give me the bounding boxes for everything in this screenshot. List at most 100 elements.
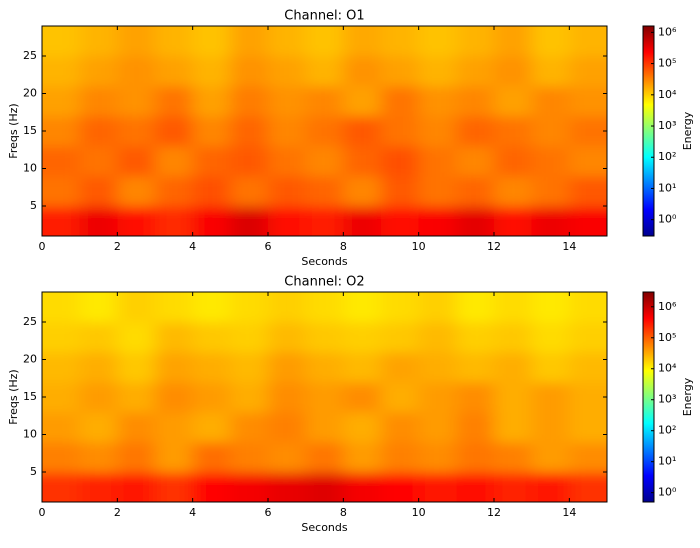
heatmap-cell xyxy=(456,206,495,236)
heatmap-cell xyxy=(155,442,194,473)
heatmap-cell xyxy=(79,176,118,207)
heatmap-cell xyxy=(381,382,420,413)
heatmap-cell xyxy=(531,116,570,147)
heatmap-cell xyxy=(494,146,533,177)
heatmap-cell xyxy=(418,206,457,236)
heatmap-cell xyxy=(155,352,194,383)
x-axis-label: Seconds xyxy=(301,521,347,534)
x-tick-label: 8 xyxy=(340,506,347,519)
heatmap-cell xyxy=(531,176,570,207)
heatmap-cell xyxy=(305,206,344,236)
heatmap-cell xyxy=(343,412,382,443)
heatmap-cell xyxy=(456,86,495,117)
x-tick-label: 10 xyxy=(412,240,426,253)
heatmap-cell xyxy=(531,26,570,57)
heatmap-cell xyxy=(192,472,231,502)
heatmap-cell xyxy=(305,322,344,353)
heatmap-cell xyxy=(343,86,382,117)
heatmap-cell xyxy=(418,56,457,87)
colorbar-tick-label: 10² xyxy=(658,424,676,437)
heatmap-cell xyxy=(569,56,607,87)
x-tick-label: 6 xyxy=(265,506,272,519)
heatmap-cell xyxy=(117,322,156,353)
heatmap-cell xyxy=(494,352,533,383)
heatmap-cell xyxy=(305,86,344,117)
heatmap-cell xyxy=(305,412,344,443)
heatmap-cell xyxy=(569,116,607,147)
heatmap-cell xyxy=(456,56,495,87)
heatmap-cell xyxy=(79,206,118,236)
heatmap-cell xyxy=(381,56,420,87)
heatmap-cell xyxy=(305,442,344,473)
heatmap-cell xyxy=(531,382,570,413)
heatmap-cell xyxy=(192,382,231,413)
heatmap-cell xyxy=(79,146,118,177)
heatmap-cell xyxy=(155,206,194,236)
heatmap-cell xyxy=(230,86,269,117)
heatmap-cell xyxy=(79,442,118,473)
heatmap-cell xyxy=(155,382,194,413)
heatmap-cell xyxy=(42,292,81,323)
heatmap-cell xyxy=(418,86,457,117)
heatmap-cell xyxy=(418,176,457,207)
y-tick-label: 25 xyxy=(23,315,37,328)
heatmap-cell xyxy=(381,442,420,473)
heatmap-cell xyxy=(155,116,194,147)
heatmap-cell xyxy=(42,116,81,147)
y-axis-label: Freqs (Hz) xyxy=(7,369,20,424)
heatmap-cell xyxy=(268,292,307,323)
x-tick-label: 10 xyxy=(412,506,426,519)
heatmap-cells xyxy=(42,292,607,502)
heatmap-cell xyxy=(117,382,156,413)
y-tick-label: 15 xyxy=(23,390,37,403)
heatmap-cell xyxy=(456,26,495,57)
heatmap-cell xyxy=(117,86,156,117)
heatmap-cell xyxy=(418,292,457,323)
heatmap-cell xyxy=(79,86,118,117)
chart-title: Channel: O1 xyxy=(284,9,364,24)
heatmap-cell xyxy=(343,442,382,473)
heatmap-cell xyxy=(456,472,495,502)
heatmap-cell xyxy=(268,442,307,473)
colorbar-tick-label: 10⁵ xyxy=(658,57,676,70)
x-tick-label: 6 xyxy=(265,240,272,253)
heatmap-cell xyxy=(381,176,420,207)
colorbar-tick-label: 10¹ xyxy=(658,181,676,194)
heatmap-cell xyxy=(305,116,344,147)
colorbar-tick-label: 10⁴ xyxy=(658,362,677,375)
y-tick-label: 20 xyxy=(23,353,37,366)
heatmap-cell xyxy=(531,56,570,87)
heatmap-cell xyxy=(343,26,382,57)
heatmap-cell xyxy=(531,86,570,117)
x-tick-label: 12 xyxy=(487,240,501,253)
heatmap-cell xyxy=(494,176,533,207)
heatmap-cell xyxy=(418,382,457,413)
heatmap-cell xyxy=(79,56,118,87)
heatmap-cell xyxy=(569,26,607,57)
heatmap-cell xyxy=(569,352,607,383)
heatmap-cell xyxy=(268,206,307,236)
x-tick-label: 8 xyxy=(340,240,347,253)
heatmap-cell xyxy=(418,412,457,443)
heatmap-cell xyxy=(381,352,420,383)
heatmap-cell xyxy=(268,412,307,443)
heatmap-cell xyxy=(343,206,382,236)
heatmap-cell xyxy=(230,322,269,353)
heatmap-cell xyxy=(79,412,118,443)
heatmap-cell xyxy=(192,26,231,57)
heatmap-cell xyxy=(456,292,495,323)
heatmap-cell xyxy=(230,382,269,413)
chart-title: Channel: O2 xyxy=(284,275,364,290)
heatmap-cell xyxy=(494,322,533,353)
heatmap-cell xyxy=(305,382,344,413)
heatmap-cell xyxy=(569,146,607,177)
heatmap-cell xyxy=(531,206,570,236)
heatmap-cell xyxy=(192,176,231,207)
colorbar-tick-label: 10³ xyxy=(658,393,676,406)
x-tick-label: 14 xyxy=(562,506,576,519)
heatmap-cell xyxy=(230,56,269,87)
heatmap-cell xyxy=(42,322,81,353)
heatmap-cell xyxy=(268,26,307,57)
heatmap-cell xyxy=(343,56,382,87)
colorbar-label: Energy xyxy=(681,377,694,416)
